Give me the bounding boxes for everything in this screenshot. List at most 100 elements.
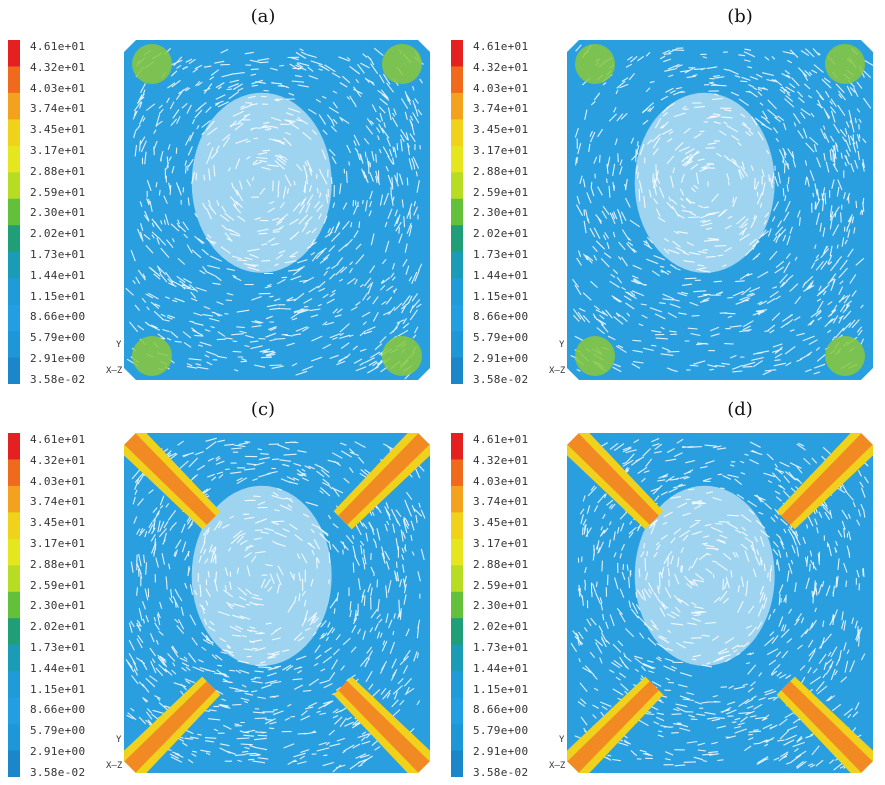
corner-patch bbox=[382, 44, 422, 84]
axis-xz-label: X—Z bbox=[106, 366, 123, 376]
colorbar-segment bbox=[451, 644, 463, 672]
inlet-jet bbox=[124, 676, 221, 773]
inlet-jet bbox=[333, 676, 430, 773]
colorbar-tick-label: 2.88e+01 bbox=[473, 557, 529, 571]
corner-patch bbox=[825, 44, 865, 84]
colorbar-tick-label: 2.30e+01 bbox=[30, 206, 86, 220]
panel-title: (a) bbox=[250, 6, 276, 27]
colorbar-tick-label: 4.32e+01 bbox=[30, 60, 86, 74]
colorbar-segment bbox=[8, 565, 20, 593]
colorbar-segment bbox=[8, 40, 20, 68]
colorbar-segment bbox=[451, 304, 463, 332]
colorbar-segment bbox=[451, 671, 463, 699]
colorbar-tick-label: 1.73e+01 bbox=[473, 248, 529, 261]
axis-xz-label: X—Z bbox=[549, 761, 566, 771]
colorbar-segment bbox=[451, 433, 463, 461]
colorbar-tick-label: 1.44e+01 bbox=[30, 268, 86, 282]
panel-a: (a) 4.61e+01 4.32e+01 4.03e+01 3.74e+01 3.45e… bbox=[0, 0, 442, 392]
colorbar-tick-label: 4.61e+01 bbox=[30, 40, 86, 53]
colorbar-tick-label: 4.61e+01 bbox=[473, 40, 529, 53]
axis-xz-label: X—Z bbox=[106, 761, 123, 771]
vortex-core bbox=[634, 92, 775, 273]
colorbar bbox=[8, 433, 20, 777]
colorbar-tick-label: 1.15e+01 bbox=[30, 682, 86, 696]
colorbar-tick-label: 3.58e-02 bbox=[473, 765, 529, 779]
colorbar-segment bbox=[8, 119, 20, 147]
colorbar-tick-label: 5.79e+00 bbox=[473, 331, 529, 345]
panel-title: (c) bbox=[250, 399, 276, 420]
velocity-vector-field bbox=[124, 40, 430, 380]
colorbar-segment bbox=[451, 538, 463, 566]
colorbar-tick-label: 2.88e+01 bbox=[30, 557, 86, 571]
inlet-jet bbox=[333, 433, 430, 530]
inlet-jet bbox=[567, 433, 664, 530]
colorbar-tick-label: 3.58e-02 bbox=[30, 372, 86, 386]
colorbar-segment bbox=[451, 92, 463, 120]
colorbar-tick-label: 8.66e+00 bbox=[473, 703, 529, 717]
inlet-jet bbox=[124, 433, 221, 530]
colorbar-tick-label: 4.03e+01 bbox=[30, 81, 86, 95]
velocity-vector-field bbox=[124, 433, 430, 773]
colorbar-tick-label: 3.45e+01 bbox=[473, 123, 529, 137]
colorbar-segment bbox=[8, 591, 20, 619]
colorbar-tick-label: 2.59e+01 bbox=[473, 185, 529, 199]
velocity-vector-field bbox=[567, 40, 873, 380]
colorbar-tick-label: 1.73e+01 bbox=[30, 248, 86, 261]
colorbar-segment bbox=[451, 225, 463, 253]
colorbar-tick-label: 4.32e+01 bbox=[30, 453, 86, 467]
colorbar-segment bbox=[8, 66, 20, 94]
inlet-jet bbox=[776, 676, 873, 773]
colorbar-segment bbox=[8, 538, 20, 566]
colorbar-segment bbox=[8, 225, 20, 253]
colorbar-segment bbox=[8, 198, 20, 226]
panel-title: (b) bbox=[727, 6, 753, 27]
colorbar-segment bbox=[8, 145, 20, 173]
colorbar-tick-label: 4.61e+01 bbox=[30, 433, 86, 446]
colorbar-tick-label: 4.32e+01 bbox=[473, 60, 529, 74]
colorbar-segment bbox=[451, 119, 463, 147]
colorbar-segment bbox=[451, 750, 463, 777]
colorbar-tick-label: 2.59e+01 bbox=[30, 578, 86, 592]
colorbar-tick-label: 1.73e+01 bbox=[30, 641, 86, 654]
colorbar-segment bbox=[8, 172, 20, 200]
colorbar-segment bbox=[451, 357, 463, 384]
colorbar-tick-label: 2.91e+00 bbox=[473, 745, 529, 758]
corner-patch bbox=[132, 336, 172, 376]
colorbar-segment bbox=[451, 40, 463, 68]
corner-patch bbox=[132, 44, 172, 84]
colorbar-tick-label: 2.30e+01 bbox=[473, 206, 529, 220]
colorbar-tick-label: 2.59e+01 bbox=[473, 578, 529, 592]
colorbar-tick-label: 1.73e+01 bbox=[473, 641, 529, 654]
colorbar-segment bbox=[8, 697, 20, 725]
colorbar-tick-label: 4.61e+01 bbox=[473, 433, 529, 446]
colorbar-segment bbox=[451, 591, 463, 619]
colorbar-tick-label: 3.58e-02 bbox=[473, 372, 529, 386]
colorbar-tick-label: 3.74e+01 bbox=[30, 102, 86, 116]
colorbar bbox=[451, 40, 463, 384]
colorbar-tick-label: 2.59e+01 bbox=[30, 185, 86, 199]
velocity-vector-field bbox=[567, 433, 873, 773]
colorbar-segment bbox=[8, 278, 20, 306]
colorbar-segment bbox=[8, 304, 20, 332]
colorbar-tick-label: 2.30e+01 bbox=[473, 599, 529, 613]
colorbar-tick-label: 1.15e+01 bbox=[473, 682, 529, 696]
colorbar-tick-label: 2.02e+01 bbox=[473, 227, 529, 241]
colorbar bbox=[8, 40, 20, 384]
colorbar-tick-label: 3.17e+01 bbox=[473, 537, 529, 550]
colorbar bbox=[451, 433, 463, 777]
colorbar-segment bbox=[8, 644, 20, 672]
colorbar-segment bbox=[8, 724, 20, 752]
colorbar-tick-label: 4.03e+01 bbox=[30, 474, 86, 488]
colorbar-segment bbox=[451, 697, 463, 725]
colorbar-segment bbox=[8, 331, 20, 359]
colorbar-tick-label: 1.44e+01 bbox=[473, 661, 529, 675]
colorbar-tick-label: 1.15e+01 bbox=[30, 289, 86, 303]
colorbar-segment bbox=[8, 433, 20, 461]
colorbar-tick-label: 2.88e+01 bbox=[473, 164, 529, 178]
colorbar-segment bbox=[451, 724, 463, 752]
axis-y-label: Y bbox=[116, 340, 122, 350]
colorbar-tick-label: 3.74e+01 bbox=[30, 495, 86, 509]
panel-c: (c) 4.61e+01 4.32e+01 4.03e+01 3.74e+01 3.45e… bbox=[0, 393, 442, 785]
axis-y-label: Y bbox=[559, 735, 565, 745]
colorbar-tick-label: 3.58e-02 bbox=[30, 765, 86, 779]
